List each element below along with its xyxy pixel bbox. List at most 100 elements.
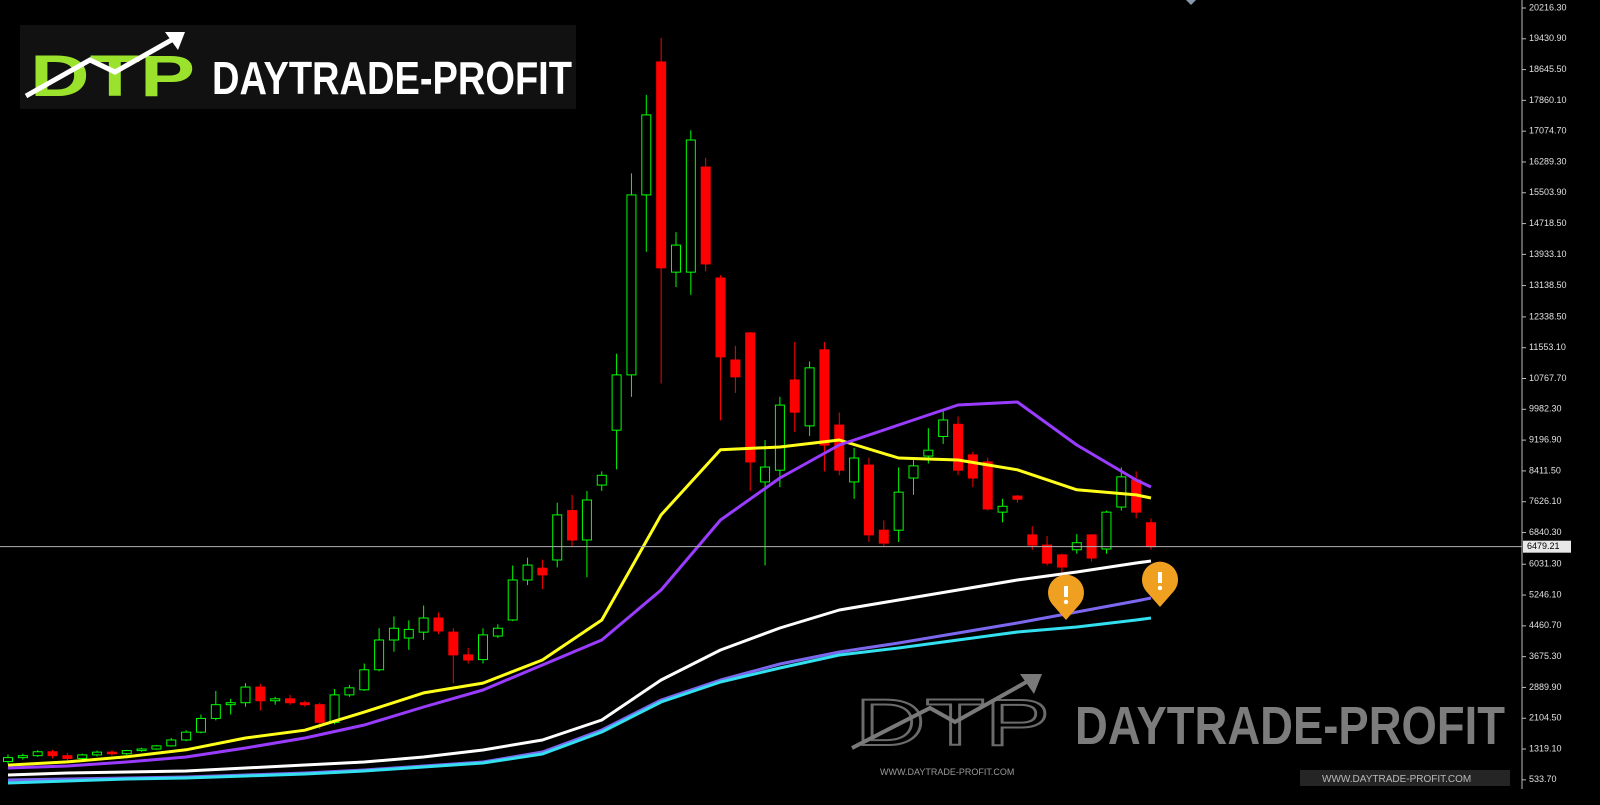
candle-body <box>997 505 1008 513</box>
candle-body <box>388 627 399 641</box>
y-tick-label: 13933.10 <box>1529 249 1567 259</box>
y-tick-label: 9196.90 <box>1529 434 1562 444</box>
scroll-marker <box>1186 0 1196 5</box>
alert-marker <box>1048 574 1084 620</box>
candle-body <box>670 244 681 273</box>
y-tick-label: 19430.90 <box>1529 33 1567 43</box>
watermark-arrowhead <box>1020 674 1042 694</box>
candle-body <box>32 751 43 757</box>
candle-body <box>1012 495 1023 500</box>
candle-body <box>195 717 206 733</box>
y-tick-label: 18645.50 <box>1529 64 1567 74</box>
watermark-text: DAYTRADE-PROFIT <box>1075 696 1505 756</box>
candle-body <box>240 686 251 704</box>
candle-body <box>329 694 340 723</box>
y-tick-label: 2889.90 <box>1529 682 1562 692</box>
y-tick-label: 10767.70 <box>1529 373 1567 383</box>
candle-body <box>567 510 578 541</box>
candle-body <box>908 465 919 479</box>
candle-body <box>1042 544 1053 564</box>
y-tick-label: 13138.50 <box>1529 280 1567 290</box>
candle-body <box>106 751 117 755</box>
candle-body <box>849 457 860 483</box>
candle-body <box>285 698 296 704</box>
candle-body <box>507 579 518 621</box>
candle-body <box>700 166 711 265</box>
candle-body <box>225 702 236 706</box>
candle-body <box>47 751 58 757</box>
candle-body <box>1101 511 1112 550</box>
overlay-line <box>7 616 1152 785</box>
y-tick-label: 9982.30 <box>1529 404 1562 414</box>
candle-body <box>522 564 533 581</box>
logo-text: DAYTRADE-PROFIT <box>212 52 572 104</box>
candle-body <box>537 567 548 576</box>
candle-body <box>1027 534 1038 546</box>
candle-body <box>581 499 592 541</box>
watermark-arrow <box>851 678 1031 750</box>
candle-body <box>626 194 637 376</box>
candle-body <box>92 751 103 756</box>
candle-body <box>210 704 221 719</box>
y-tick-label: 12338.50 <box>1529 311 1567 321</box>
candle-body <box>715 277 726 358</box>
y-tick-label: 14718.50 <box>1529 218 1567 228</box>
candle-body <box>656 61 667 269</box>
logo: DTP DAYTRADE-PROFIT <box>20 25 576 109</box>
price-label: 6479.21 <box>1527 541 1560 551</box>
candle-body <box>938 419 949 437</box>
candle-body <box>62 755 73 759</box>
y-tick-label: 3675.30 <box>1529 651 1562 661</box>
y-tick-label: 5246.10 <box>1529 589 1562 599</box>
candle-body <box>492 627 503 637</box>
candle-body <box>730 359 741 378</box>
y-tick-label: 1319.10 <box>1529 743 1562 753</box>
candle-body <box>611 374 622 431</box>
candle-body <box>3 757 13 763</box>
y-tick-label: 20216.30 <box>1529 2 1567 12</box>
logo-arrow <box>24 35 177 99</box>
candle-body <box>863 464 874 536</box>
y-tick-label: 6840.30 <box>1529 527 1562 537</box>
candle-body <box>923 449 934 457</box>
candle-body <box>166 739 177 747</box>
candle-body <box>685 139 696 273</box>
y-tick-label: 7626.10 <box>1529 496 1562 506</box>
candle-body <box>789 379 800 413</box>
candle-body <box>255 686 266 702</box>
candle-body <box>982 461 993 510</box>
candle-body <box>953 423 964 471</box>
candle-body <box>299 702 310 706</box>
alert-marker <box>1142 561 1178 607</box>
candle-body <box>967 454 978 479</box>
candle-body <box>433 617 444 632</box>
y-tick-label: 8411.50 <box>1529 465 1561 475</box>
logo-mark: DTP <box>30 44 195 109</box>
candle-body <box>1146 522 1156 548</box>
logo-arrowhead <box>165 32 185 50</box>
candle-body <box>745 332 756 463</box>
overlay-line <box>7 559 1152 777</box>
watermark-url: WWW.DAYTRADE-PROFIT.COM <box>1322 774 1471 785</box>
candle-body <box>760 466 771 483</box>
y-tick-label: 15503.90 <box>1529 187 1567 197</box>
candle-body <box>151 745 162 750</box>
candle-body <box>374 639 385 671</box>
y-tick-label: 4460.70 <box>1529 620 1562 630</box>
candle-body <box>121 750 132 755</box>
overlay-line <box>7 438 1152 767</box>
candle-body <box>641 114 652 196</box>
watermark: DTP DAYTRADE-PROFIT WWW.DAYTRADE-PROFIT.… <box>851 674 1510 786</box>
watermark-url: WWW.DAYTRADE-PROFIT.COM <box>880 767 1014 777</box>
candle-body <box>314 704 325 723</box>
candle-body <box>478 634 489 661</box>
candle-body <box>270 698 281 702</box>
candle-body <box>181 731 192 741</box>
candle-body <box>1056 554 1067 568</box>
candle-body <box>136 748 147 752</box>
y-tick-label: 17074.70 <box>1529 126 1567 136</box>
candle-body <box>774 404 785 471</box>
